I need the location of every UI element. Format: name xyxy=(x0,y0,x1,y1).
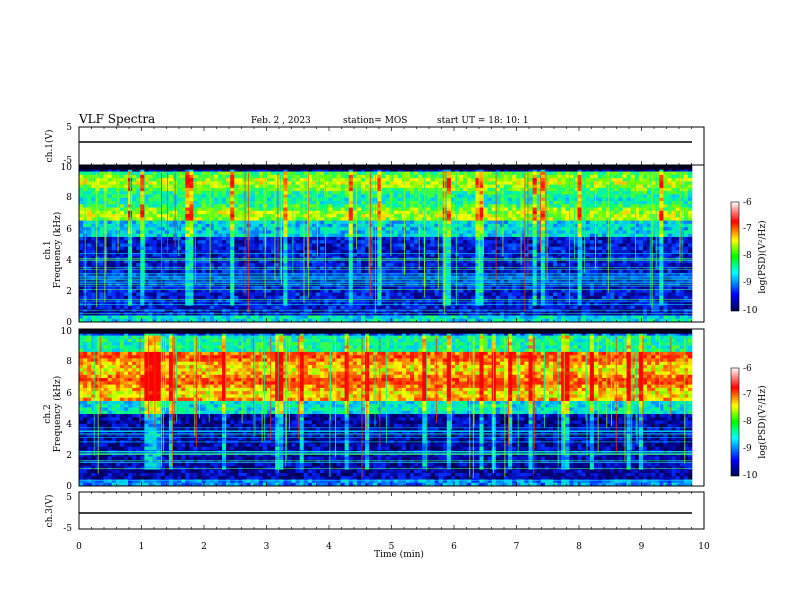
spec1-ytick-6: 6 xyxy=(66,225,72,235)
spec2-ytick-2: 2 xyxy=(66,451,72,461)
x-tick-label: 10 xyxy=(698,542,710,552)
spec2-ylabel: ch.2Frequency (kHz) xyxy=(43,376,63,453)
cb2-tick-m10: -10 xyxy=(743,471,758,481)
cb1-label: log(PSD)(V²/Hz) xyxy=(757,220,768,293)
cb1-tick-m8: -8 xyxy=(743,251,752,261)
x-tick-label: 2 xyxy=(201,542,207,552)
x-tick-label: 7 xyxy=(514,542,520,552)
spec1-ytick-2: 2 xyxy=(66,287,72,297)
cb1-tick-m10: -10 xyxy=(743,306,758,316)
figure-title: VLF Spectra xyxy=(78,112,155,126)
spec2-ytick-4: 4 xyxy=(66,420,72,430)
x-tick-label: 0 xyxy=(76,542,82,552)
ch1-spectrogram-panel: 0 2 4 6 8 10 ch.1Frequency (kHz) -6 -7 -… xyxy=(43,163,768,328)
spec1-ytick-4: 4 xyxy=(66,256,72,266)
colorbar-2: -6 -7 -8 -9 -10 log(PSD)(V²/Hz) xyxy=(730,364,768,481)
x-tick-label: 1 xyxy=(139,542,145,552)
spec2-ytick-6: 6 xyxy=(66,389,72,399)
x-tick-label: 8 xyxy=(576,542,582,552)
cb2-tick-m7: -7 xyxy=(743,390,752,400)
spec2-ytick-10: 10 xyxy=(61,327,73,337)
date-label: Feb. 2 , 2023 xyxy=(251,116,311,126)
ch1-voltage-ylabel: ch.1(V) xyxy=(44,130,55,163)
tick-marks xyxy=(78,127,705,529)
spec1-ytick-8: 8 xyxy=(66,193,72,203)
x-tick-label: 9 xyxy=(639,542,645,552)
spec1-ytick-10: 10 xyxy=(61,163,73,173)
ch1-ytick-top: 5 xyxy=(66,123,72,133)
spec1-ylabel: ch.1Frequency (kHz) xyxy=(43,212,63,289)
ch3-voltage-panel: 5 -5 ch.3(V) xyxy=(44,491,705,534)
spec2-ytick-0: 0 xyxy=(66,482,72,492)
ch1-ytick-bottom: -5 xyxy=(63,156,72,166)
x-tick-label: 3 xyxy=(264,542,270,552)
ch1-spectrogram-image xyxy=(79,165,693,323)
ch2-spectrogram-image xyxy=(79,329,693,487)
x-axis-label: Time (min) xyxy=(374,549,424,560)
x-tick-label: 4 xyxy=(326,542,332,552)
x-axis-tick-labels: 0 1 2 3 4 5 6 7 8 9 10 xyxy=(76,542,710,552)
spec1-ytick-0: 0 xyxy=(66,318,72,328)
ch3-voltage-ylabel: ch.3(V) xyxy=(44,495,55,528)
start-time-label: start UT = 18: 10: 1 xyxy=(437,116,529,126)
cb1-tick-m7: -7 xyxy=(743,224,752,234)
cb2-label: log(PSD)(V²/Hz) xyxy=(757,385,768,458)
ch3-ytick-bottom: -5 xyxy=(63,524,72,534)
ch3-ytick-top: 5 xyxy=(66,493,72,503)
spec2-ytick-8: 8 xyxy=(66,357,72,367)
station-label: station= MOS xyxy=(343,116,407,126)
ch2-spectrogram-panel: 0 2 4 6 8 10 ch.2Frequency (kHz) -6 -7 -… xyxy=(43,327,768,492)
cb2-tick-m8: -8 xyxy=(743,417,752,427)
colorbar-1: -6 -7 -8 -9 -10 log(PSD)(V²/Hz) xyxy=(730,198,768,316)
x-tick-label: 6 xyxy=(451,542,457,552)
cb1-tick-m9: -9 xyxy=(743,278,752,288)
cb2-tick-m6: -6 xyxy=(743,364,752,374)
cb2-tick-m9: -9 xyxy=(743,444,752,454)
ch1-voltage-panel: 5 -5 ch.1(V) xyxy=(44,123,705,166)
cb1-tick-m6: -6 xyxy=(743,198,752,208)
x-tick-label: 5 xyxy=(389,542,395,552)
